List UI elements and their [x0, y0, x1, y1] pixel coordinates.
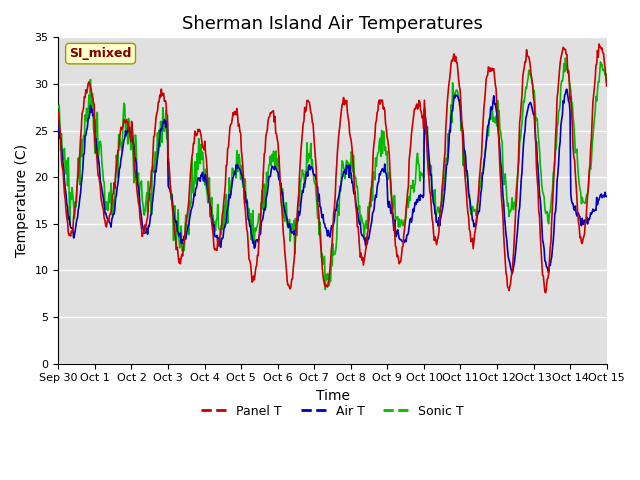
Legend: Panel T, Air T, Sonic T: Panel T, Air T, Sonic T	[196, 400, 469, 423]
Title: Sherman Island Air Temperatures: Sherman Island Air Temperatures	[182, 15, 483, 33]
Air T	[399, 239, 407, 245]
Sonic T	[121, 102, 129, 108]
Sonic T	[54, 104, 62, 110]
Line: Sonic T: Sonic T	[58, 58, 607, 289]
Air T	[205, 199, 213, 205]
Panel T	[177, 261, 184, 267]
Air T	[603, 193, 611, 199]
Line: Air T: Air T	[58, 89, 607, 274]
Air T	[54, 120, 62, 126]
Panel T	[415, 97, 423, 103]
Panel T	[603, 83, 611, 89]
Text: SI_mixed: SI_mixed	[69, 47, 132, 60]
Sonic T	[416, 178, 424, 184]
Panel T	[65, 229, 72, 235]
Sonic T	[400, 219, 408, 225]
Air T	[563, 86, 571, 92]
Panel T	[205, 196, 213, 202]
Sonic T	[65, 155, 72, 161]
Panel T	[121, 118, 129, 123]
Sonic T	[321, 287, 329, 292]
Sonic T	[205, 175, 213, 180]
Sonic T	[562, 55, 570, 61]
Line: Panel T: Panel T	[58, 44, 607, 293]
X-axis label: Time: Time	[316, 389, 349, 403]
Sonic T	[177, 240, 184, 246]
Y-axis label: Temperature (C): Temperature (C)	[15, 144, 29, 257]
Air T	[508, 271, 516, 277]
Panel T	[542, 290, 550, 296]
Panel T	[595, 41, 603, 47]
Air T	[121, 135, 129, 141]
Air T	[177, 230, 184, 236]
Air T	[65, 216, 72, 222]
Panel T	[399, 243, 407, 249]
Sonic T	[603, 79, 611, 85]
Panel T	[54, 109, 62, 115]
Air T	[415, 192, 423, 198]
